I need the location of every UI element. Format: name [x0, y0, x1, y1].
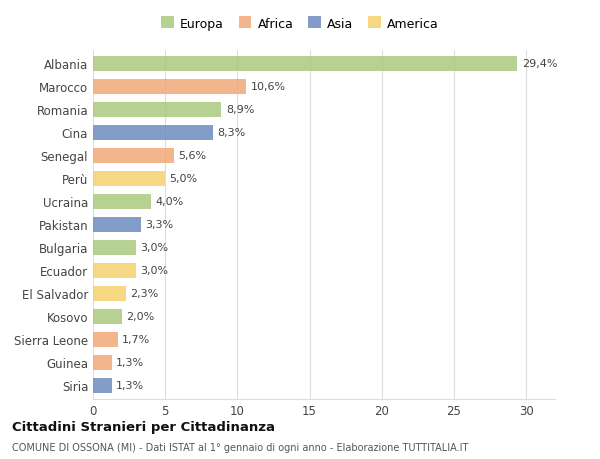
Bar — [93, 218, 140, 232]
Bar — [93, 149, 174, 163]
Bar — [93, 241, 136, 255]
Bar — [93, 286, 126, 301]
Text: 5,0%: 5,0% — [170, 174, 197, 184]
Text: 1,3%: 1,3% — [116, 381, 144, 391]
Text: Cittadini Stranieri per Cittadinanza: Cittadini Stranieri per Cittadinanza — [12, 420, 275, 433]
Text: 10,6%: 10,6% — [250, 82, 286, 92]
Bar — [93, 263, 136, 278]
Text: 5,6%: 5,6% — [178, 151, 206, 161]
Bar — [93, 57, 517, 72]
Bar — [93, 355, 112, 370]
Text: 1,7%: 1,7% — [122, 335, 150, 345]
Text: COMUNE DI OSSONA (MI) - Dati ISTAT al 1° gennaio di ogni anno - Elaborazione TUT: COMUNE DI OSSONA (MI) - Dati ISTAT al 1°… — [12, 442, 469, 452]
Text: 2,3%: 2,3% — [131, 289, 159, 299]
Bar — [93, 103, 221, 118]
Bar — [93, 309, 122, 324]
Bar — [93, 378, 112, 393]
Legend: Europa, Africa, Asia, America: Europa, Africa, Asia, America — [156, 13, 444, 36]
Text: 4,0%: 4,0% — [155, 197, 184, 207]
Text: 1,3%: 1,3% — [116, 358, 144, 368]
Text: 3,0%: 3,0% — [140, 266, 169, 276]
Bar — [93, 126, 213, 140]
Bar — [93, 195, 151, 209]
Text: 29,4%: 29,4% — [522, 59, 557, 69]
Bar — [93, 172, 165, 186]
Bar — [93, 80, 246, 95]
Text: 8,9%: 8,9% — [226, 105, 254, 115]
Text: 3,0%: 3,0% — [140, 243, 169, 253]
Text: 3,3%: 3,3% — [145, 220, 173, 230]
Bar — [93, 332, 118, 347]
Text: 8,3%: 8,3% — [217, 128, 245, 138]
Text: 2,0%: 2,0% — [126, 312, 154, 322]
